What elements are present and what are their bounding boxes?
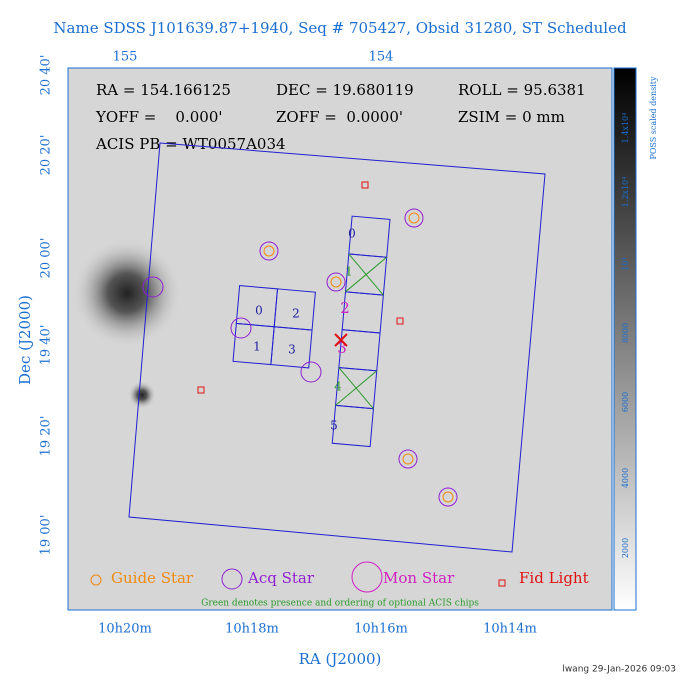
chip-label: 3 bbox=[288, 343, 296, 357]
colorbar-tick: 2000 bbox=[621, 538, 630, 558]
chip-label: 1 bbox=[345, 265, 353, 279]
info-dec: DEC = 19.680119 bbox=[276, 81, 414, 99]
legend-guide: Guide Star bbox=[111, 569, 194, 587]
guide-stars bbox=[142, 181, 458, 507]
legend-mon: Mon Star bbox=[383, 569, 455, 587]
x-tick: 10h16m bbox=[354, 622, 408, 637]
colorbar-tick: 6000 bbox=[621, 392, 630, 412]
chip-label: 2 bbox=[292, 307, 300, 321]
legend-fid: Fid Light bbox=[519, 569, 589, 587]
note: Green denotes presence and ordering of o… bbox=[201, 599, 479, 609]
legend-mon-icon bbox=[351, 561, 383, 593]
x-axis-label: RA (J2000) bbox=[299, 650, 382, 668]
y-tick: 20 00' bbox=[39, 238, 54, 279]
chip bbox=[270, 326, 313, 369]
y-tick: 20 40' bbox=[39, 55, 54, 96]
top-tick: 155 bbox=[113, 50, 138, 65]
info-yoff: YOFF = 0.000' bbox=[95, 108, 223, 126]
y-tick: 19 40' bbox=[39, 325, 54, 366]
chip-label: 2 bbox=[340, 299, 350, 317]
chip bbox=[331, 404, 374, 448]
chip-label: 0 bbox=[348, 227, 356, 241]
colorbar-tick: 10⁴ bbox=[621, 257, 630, 270]
y-axis-label: Dec (J2000) bbox=[16, 295, 34, 385]
chip-label: 3 bbox=[337, 339, 347, 357]
info-roll: ROLL = 95.6381 bbox=[458, 81, 586, 99]
bright-star bbox=[128, 381, 156, 409]
chip-label: 4 bbox=[334, 380, 342, 394]
colorbar-tick: 1.2x10⁴ bbox=[621, 177, 630, 208]
x-tick: 10h20m bbox=[98, 622, 152, 637]
chip-label: 0 bbox=[255, 304, 263, 318]
acis-chips bbox=[232, 215, 391, 448]
chip-label: 1 bbox=[253, 340, 261, 354]
legend-acq: Acq Star bbox=[247, 569, 315, 587]
colorbar-label: POSS scaled density bbox=[649, 76, 658, 160]
info-zsim: ZSIM = 0 mm bbox=[458, 108, 565, 126]
colorbar-tick: 8000 bbox=[621, 323, 630, 343]
x-tick: 10h18m bbox=[225, 622, 279, 637]
colorbar-tick: 4000 bbox=[621, 468, 630, 488]
colorbar-tick: 1.4x10⁴ bbox=[621, 113, 630, 144]
optional-chip-cross bbox=[335, 253, 387, 410]
y-tick: 19 20' bbox=[39, 416, 54, 457]
legend-guide-icon bbox=[90, 574, 102, 586]
footer: lwang 29-Jan-2026 09:03 bbox=[562, 665, 676, 675]
info-ra: RA = 154.166125 bbox=[96, 81, 231, 99]
legend-acq-icon bbox=[221, 568, 243, 590]
y-tick: 20 20' bbox=[39, 135, 54, 176]
bright-star bbox=[72, 238, 182, 348]
legend-fid-icon bbox=[498, 579, 506, 587]
x-tick: 10h14m bbox=[483, 622, 537, 637]
title: Name SDSS J101639.87+1940, Seq # 705427,… bbox=[53, 19, 627, 37]
field-of-view bbox=[128, 142, 546, 553]
colorbar bbox=[613, 67, 637, 611]
y-tick: 19 00' bbox=[39, 515, 54, 556]
info-acis: ACIS PB = WT0057A034 bbox=[95, 135, 286, 153]
chip-label: 5 bbox=[330, 419, 338, 433]
info-zoff: ZOFF = 0.0000' bbox=[276, 108, 403, 126]
top-tick: 154 bbox=[369, 50, 394, 65]
